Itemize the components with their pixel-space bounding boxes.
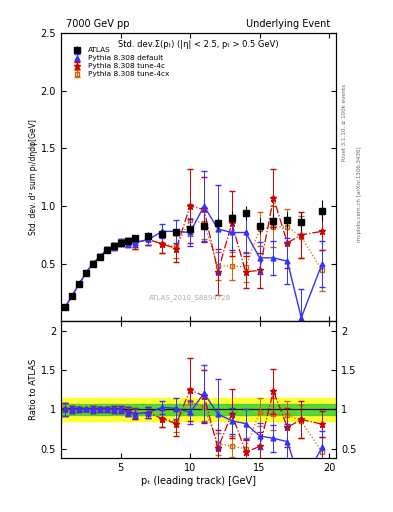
Text: mcplots.cern.ch [arXiv:1306.3436]: mcplots.cern.ch [arXiv:1306.3436] [357,147,362,242]
Legend: ATLAS, Pythia 8.308 default, Pythia 8.308 tune-4c, Pythia 8.308 tune-4cx: ATLAS, Pythia 8.308 default, Pythia 8.30… [67,46,171,79]
Text: ATLAS_2010_S8894728: ATLAS_2010_S8894728 [149,294,231,301]
Bar [61,404,336,415]
Text: Underlying Event: Underlying Event [246,19,331,29]
X-axis label: pₜ (leading track) [GeV]: pₜ (leading track) [GeV] [141,476,256,486]
Text: Std. dev.Σ(pₜ) (|η| < 2.5, pₜ > 0.5 GeV): Std. dev.Σ(pₜ) (|η| < 2.5, pₜ > 0.5 GeV) [118,40,279,50]
Y-axis label: Std. dev. d² sum pₜ/dηdφ[GeV]: Std. dev. d² sum pₜ/dηdφ[GeV] [29,119,38,235]
Y-axis label: Ratio to ATLAS: Ratio to ATLAS [29,359,38,420]
Text: Rivet 3.1.10, ≥ 100k events: Rivet 3.1.10, ≥ 100k events [342,84,347,161]
Text: 7000 GeV pp: 7000 GeV pp [66,19,130,29]
Bar [61,398,336,421]
